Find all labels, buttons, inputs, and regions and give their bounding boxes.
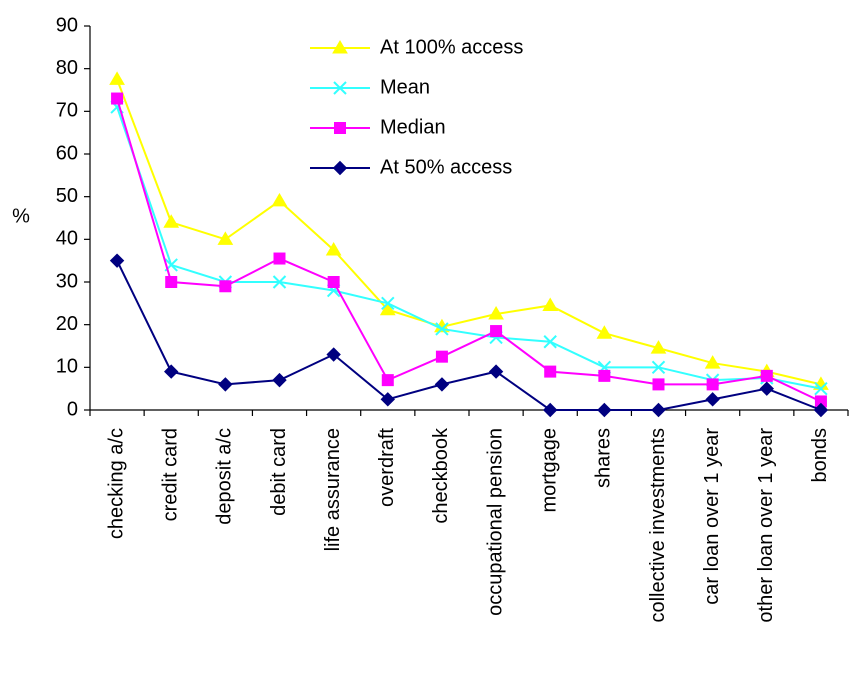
x-tick-label: deposit a/c <box>214 428 236 525</box>
data-point-at-100-access <box>596 325 613 339</box>
legend-label: Mean <box>380 76 430 98</box>
legend-marker <box>332 40 348 54</box>
legend-label: At 50% access <box>380 156 512 178</box>
y-tick-label: 90 <box>56 14 78 36</box>
data-point-at-50-access <box>488 364 504 379</box>
data-point-at-100-access <box>271 192 288 207</box>
data-point-at-100-access <box>650 340 667 354</box>
series-at-100-access <box>109 71 829 390</box>
y-tick-label: 60 <box>56 142 78 164</box>
data-point-median <box>706 378 719 391</box>
data-point-at-100-access <box>325 242 342 256</box>
series-line-at-100-access <box>116 78 822 386</box>
axes: 0 10 20 30 40 50 60 70 80 90 checking a/c credit ca… <box>56 14 849 623</box>
y-axis-title: % <box>12 205 30 227</box>
legend-item-mean: Mean <box>310 76 430 98</box>
data-point-at-50-access <box>434 377 450 392</box>
data-point-median <box>381 374 394 387</box>
series-at-50-access <box>109 253 829 418</box>
data-point-at-100-access <box>542 297 559 311</box>
data-point-median <box>327 276 340 288</box>
series-mean <box>110 100 828 396</box>
data-point-at-50-access <box>597 402 612 418</box>
data-point-at-50-access <box>705 392 720 407</box>
x-tick-label: shares <box>593 428 615 488</box>
series-line-at-50-access <box>116 260 822 411</box>
series-median <box>111 92 827 408</box>
data-point-at-50-access <box>651 402 666 418</box>
legend: At 100% access Mean Median At 50% access <box>310 36 523 178</box>
data-point-median <box>652 378 665 391</box>
data-point-at-100-access <box>704 355 721 369</box>
x-tick-label: checkbook <box>430 427 452 524</box>
y-tick-label: 30 <box>56 270 78 292</box>
data-point-median <box>435 350 448 363</box>
y-tick-label: 10 <box>56 356 78 378</box>
data-point-median <box>111 92 124 105</box>
y-tick-label: 70 <box>56 100 78 122</box>
data-point-at-50-access <box>218 377 233 392</box>
data-point-at-50-access <box>380 392 395 407</box>
data-point-mean <box>272 275 287 289</box>
data-point-median <box>490 325 503 338</box>
legend-item-at-100-access: At 100% access <box>310 36 523 58</box>
x-tick-label: car loan over 1 year <box>701 428 723 605</box>
data-point-at-100-access <box>109 71 125 85</box>
y-tick-label: 0 <box>67 398 78 420</box>
x-tick-label: overdraft <box>376 428 398 507</box>
data-point-at-50-access <box>759 381 774 396</box>
y-tick-label: 80 <box>56 57 78 79</box>
x-tick-label: checking a/c <box>105 428 127 539</box>
legend-marker <box>334 122 346 134</box>
series-line-mean <box>116 106 822 390</box>
data-point-mean <box>814 381 828 396</box>
y-tick-label: 50 <box>56 185 78 207</box>
data-point-at-50-access <box>109 253 125 268</box>
x-tick-label: bonds <box>809 428 831 483</box>
x-tick-label: occupational pension <box>484 428 506 616</box>
data-point-at-100-access <box>379 301 396 316</box>
data-point-median <box>544 365 557 378</box>
data-point-mean <box>543 335 557 349</box>
legend-marker <box>333 81 347 95</box>
data-point-at-100-access <box>163 214 180 228</box>
legend-label: Median <box>380 116 446 138</box>
data-point-mean <box>651 360 666 375</box>
legend-item-median: Median <box>310 116 446 138</box>
data-point-mean <box>435 322 449 336</box>
legend-marker <box>332 160 348 176</box>
data-point-at-50-access <box>164 364 179 379</box>
data-point-median <box>273 252 286 265</box>
x-tick-label: mortgage <box>538 428 560 513</box>
x-tick-label: credit card <box>159 428 181 521</box>
x-tick-label: life assurance <box>322 428 344 551</box>
data-point-at-50-access <box>813 402 829 418</box>
data-point-at-50-access <box>326 347 341 362</box>
series-layer <box>109 71 829 418</box>
x-tick-label: collective investments <box>647 428 669 623</box>
y-tick-label: 40 <box>56 228 78 250</box>
data-point-median <box>760 369 773 382</box>
x-tick-label: debit card <box>268 428 290 516</box>
series-line-median <box>116 98 822 403</box>
data-point-at-50-access <box>272 372 287 388</box>
data-point-median <box>598 369 611 382</box>
data-point-at-50-access <box>543 402 558 418</box>
y-tick-label: 20 <box>56 313 78 335</box>
data-point-median <box>219 280 232 293</box>
data-point-median <box>165 276 178 288</box>
data-point-at-100-access <box>488 306 504 320</box>
data-point-mean <box>381 296 395 311</box>
legend-item-at-50-access: At 50% access <box>310 156 512 178</box>
data-point-at-100-access <box>217 231 234 245</box>
x-tick-label: other loan over 1 year <box>755 428 777 623</box>
legend-label: At 100% access <box>380 36 523 58</box>
